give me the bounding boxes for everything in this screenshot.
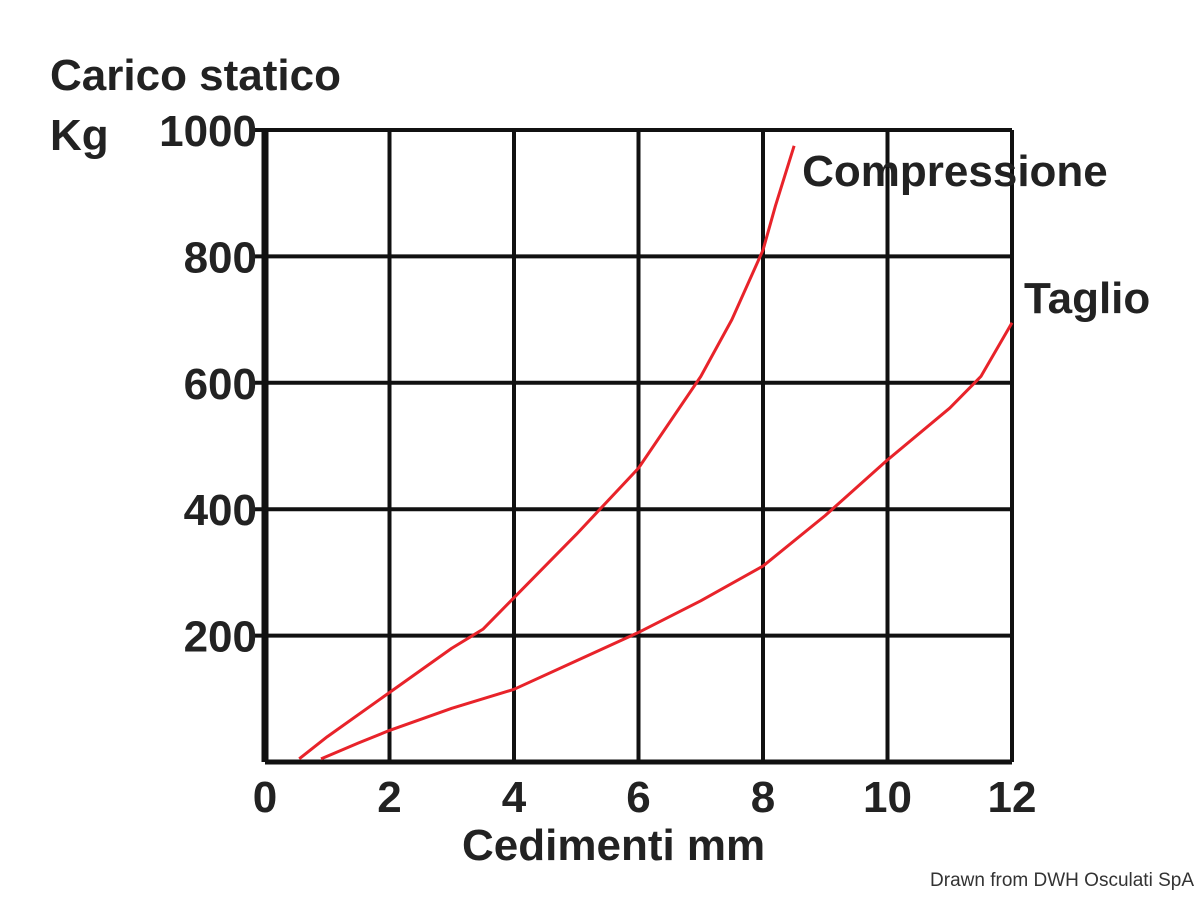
x-tick-label: 6 xyxy=(626,773,650,822)
x-tick-label: 0 xyxy=(253,773,277,822)
x-tick-label: 12 xyxy=(988,773,1037,822)
y-tick-label: 1000 xyxy=(159,107,257,156)
y-tick-label: 400 xyxy=(184,486,257,535)
grid xyxy=(253,128,1014,765)
y-axis-label: Carico statico xyxy=(50,51,341,100)
y-tick-label: 800 xyxy=(184,233,257,282)
x-tick-label: 4 xyxy=(502,773,527,822)
x-tick-label: 8 xyxy=(751,773,775,822)
x-tick-label: 2 xyxy=(377,773,401,822)
series-line-taglio xyxy=(320,322,1014,761)
series-label: Compressione xyxy=(802,147,1108,196)
series-line-compressione xyxy=(298,145,796,761)
x-tick-label: 10 xyxy=(863,773,912,822)
x-axis-label: Cedimenti mm xyxy=(462,821,765,870)
tick-labels: 0 2 4 6 8 10 12 200 400 600 800 1000 xyxy=(159,107,1036,822)
series-label: Taglio xyxy=(1024,274,1150,323)
y-axis-unit: Kg xyxy=(50,111,109,160)
y-tick-label: 600 xyxy=(184,360,257,409)
credit-text: Drawn from DWH Osculati SpA xyxy=(930,870,1194,891)
y-tick-label: 200 xyxy=(184,613,257,662)
series-lines: Compressione Taglio xyxy=(298,145,1150,761)
